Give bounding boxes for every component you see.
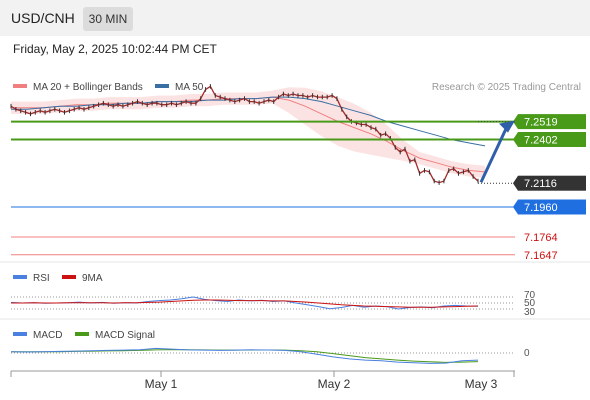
level-pointer [513,175,518,191]
legend-ma20-bb: MA 20 + Bollinger Bands [33,82,143,93]
legend-ma50: MA 50 [175,82,204,93]
rsi-tick-50: 50 [524,298,536,309]
research-credit: Research © 2025 Trading Central [432,82,581,93]
symbol-label: USD/CNH [11,10,75,26]
macd-chart [10,347,515,364]
rsi-chart [10,296,515,310]
legend-macd: MACD [33,330,62,341]
level-pointer [513,132,518,147]
level-pointer [513,199,518,215]
forecast-arrow-shaft [479,125,509,183]
ma50-line [11,96,486,147]
x-tick-label: May 3 [465,377,498,391]
level-box [518,199,586,215]
level-label: 7.1647 [524,250,558,262]
rsi-tick-30: 30 [524,307,536,318]
price-levels: 7.2519 7.2402 7.2116 7.1960 7.1764 7.1647 [11,114,586,262]
legend-rsi: RSI [33,273,50,284]
x-tick-label: May 1 [145,377,178,391]
price-chart [10,84,486,185]
rsi-tick-70: 70 [524,290,536,301]
level-box [518,114,586,130]
legend-swatch-rsi [13,275,27,279]
macd-line [10,347,479,364]
level-label: 7.1764 [524,232,558,244]
level-label: 7.2402 [524,135,558,147]
macd-tick-0: 0 [524,348,530,359]
chart-timestamp: Friday, May 2, 2025 10:02:44 PM CET [13,42,217,56]
legend-swatch-macd [13,332,27,336]
level-box [518,132,586,147]
macd-signal-line [10,349,479,363]
rsi-ma-line [11,299,479,308]
chart-panel [0,36,590,400]
level-pointer [513,114,518,130]
legend-macd-signal: MACD Signal [95,330,155,341]
bollinger-band [11,87,485,178]
level-label: 7.2116 [524,178,557,190]
legend-swatch-ma20 [13,84,27,88]
level-box [518,175,586,191]
timeframe-button[interactable]: 30 MIN [83,7,133,31]
x-tick-label: May 2 [318,377,351,391]
title-bar: USD/CNH 30 MIN [0,0,590,36]
legend-9ma: 9MA [82,273,103,284]
legend-swatch-9ma [62,275,76,279]
legend-swatch-ma50 [155,84,169,88]
legend-swatch-macd-signal [75,332,89,336]
forecast-arrow-head [499,120,515,133]
level-label: 7.1960 [524,202,558,214]
level-label: 7.2519 [524,117,558,129]
